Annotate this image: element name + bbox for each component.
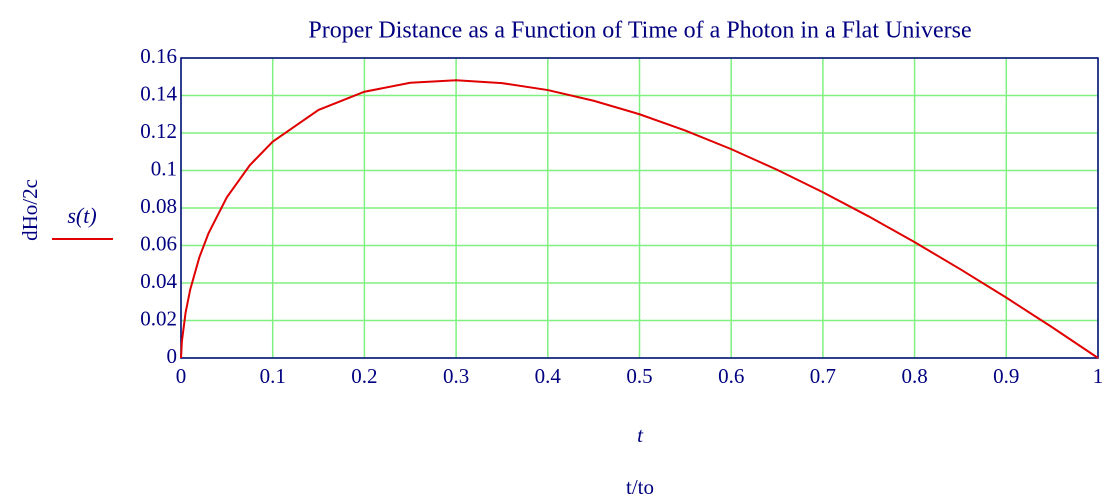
y-tick-label: 0.16: [140, 44, 177, 68]
x-tick-label: 1: [1093, 364, 1104, 388]
y-tick-label: 0.14: [140, 81, 177, 105]
x-axis-expression: t: [637, 423, 644, 447]
x-axis-label: t/to: [626, 475, 654, 499]
chart-title: Proper Distance as a Function of Time of…: [308, 18, 971, 44]
plot-border: [180, 57, 1099, 359]
y-tick-label: 0.12: [140, 119, 177, 143]
y-tick-label: 0.1: [151, 156, 177, 180]
x-tick-label: 0.1: [260, 364, 286, 388]
y-tick-label: 0.02: [140, 306, 177, 330]
x-tick-label: 0.6: [718, 364, 744, 388]
x-tick-label: 0: [176, 364, 187, 388]
x-tick-label: 0.2: [351, 364, 377, 388]
y-tick-label: 0.08: [140, 194, 177, 218]
x-tick-label: 0.7: [810, 364, 836, 388]
data-line: [180, 79, 1099, 359]
x-tick-label: 0.3: [443, 364, 469, 388]
y-tick-label: 0: [167, 344, 178, 368]
y-tick-label: 0.04: [140, 269, 177, 293]
y-tick-label: 0.06: [140, 231, 177, 255]
x-tick-label: 0.4: [535, 364, 562, 388]
legend-label: s(t): [67, 203, 96, 228]
x-tick-label: 0.9: [993, 364, 1019, 388]
x-tick-label: 0.8: [901, 364, 927, 388]
x-tick-label: 0.5: [626, 364, 652, 388]
y-axis-label: dHo/2c: [18, 179, 42, 241]
